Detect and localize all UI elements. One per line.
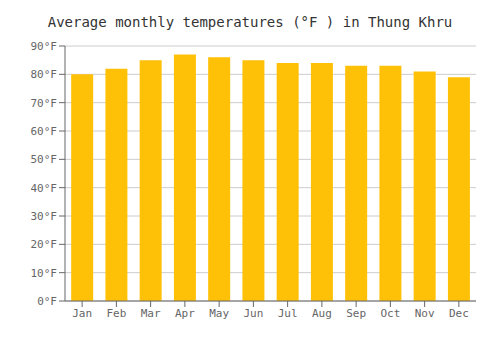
svg-text:Jan: Jan — [72, 307, 92, 320]
svg-text:10°F: 10°F — [31, 267, 58, 280]
svg-text:Aug: Aug — [312, 307, 332, 320]
svg-text:90°F: 90°F — [31, 40, 58, 53]
svg-text:60°F: 60°F — [31, 125, 58, 138]
svg-text:Dec: Dec — [449, 307, 469, 320]
svg-text:Mar: Mar — [141, 307, 161, 320]
svg-text:Nov: Nov — [415, 307, 435, 320]
svg-text:70°F: 70°F — [31, 97, 58, 110]
svg-text:50°F: 50°F — [31, 153, 58, 166]
svg-text:Jul: Jul — [278, 307, 298, 320]
svg-text:Feb: Feb — [106, 307, 126, 320]
svg-text:Oct: Oct — [380, 307, 400, 320]
svg-text:20°F: 20°F — [31, 238, 58, 251]
svg-text:Jun: Jun — [243, 307, 263, 320]
svg-text:40°F: 40°F — [31, 182, 58, 195]
svg-text:May: May — [209, 307, 229, 320]
svg-text:30°F: 30°F — [31, 210, 58, 223]
html-text:Average monthly temperatures (: Average monthly temperatures (°F ) in Th… — [47, 14, 453, 30]
svg-text:Apr: Apr — [175, 307, 195, 320]
svg-text:Sep: Sep — [346, 307, 366, 320]
svg-text:80°F: 80°F — [31, 68, 58, 81]
svg-text:0°F: 0°F — [37, 295, 57, 308]
